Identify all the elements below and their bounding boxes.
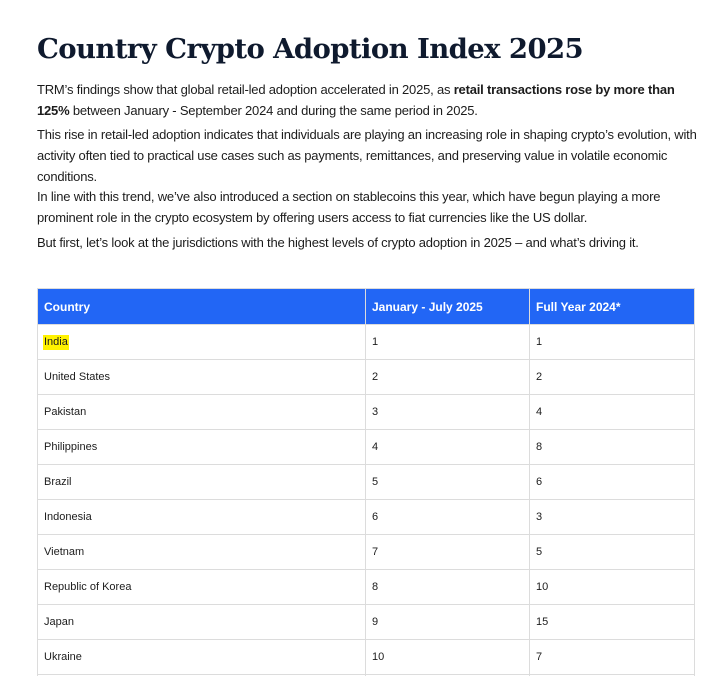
adoption-index-table: Country January - July 2025 Full Year 20… [37,288,695,676]
country-cell: Republic of Korea [37,569,366,605]
rank-2024-cell: 10 [529,569,695,605]
column-header-country: Country [37,288,366,325]
page-title: Country Crypto Adoption Index 2025 [37,33,584,65]
intro-paragraph: TRM’s findings show that global retail-l… [37,79,697,121]
intro-bold-stat: retail transactions rose by more than 12… [37,82,675,118]
table-row-partial [37,674,695,676]
jurisdictions-paragraph: But first, let’s look at the jurisdictio… [37,235,639,250]
column-header-full-year-2024: Full Year 2024* [529,288,695,325]
rank-2024-cell: 3 [529,499,695,535]
rank-2024-cell [529,674,695,676]
table-row: Japan 9 15 [37,604,695,640]
table-header-row: Country January - July 2025 Full Year 20… [37,288,695,325]
rank-2024-cell: 1 [529,324,695,360]
rank-2025-cell: 9 [365,604,530,640]
rank-2024-cell: 5 [529,534,695,570]
table-row: India 1 1 [37,324,695,360]
table-row: Pakistan 3 4 [37,394,695,430]
country-cell: India [37,324,366,360]
country-cell: Philippines [37,429,366,465]
rank-2025-cell: 3 [365,394,530,430]
rank-2025-cell: 2 [365,359,530,395]
column-header-jan-jul-2025: January - July 2025 [365,288,530,325]
rank-2025-cell: 10 [365,639,530,675]
table-row: Brazil 5 6 [37,464,695,500]
retail-adoption-paragraph: This rise in retail-led adoption indicat… [37,127,697,184]
intro-text-before: TRM’s findings show that global retail-l… [37,82,454,97]
country-cell: Japan [37,604,366,640]
table-row: Republic of Korea 8 10 [37,569,695,605]
table-row: Ukraine 10 7 [37,639,695,675]
country-cell: Indonesia [37,499,366,535]
rank-2025-cell: 6 [365,499,530,535]
intro-text-after: between January - September 2024 and dur… [69,103,478,118]
rank-2025-cell: 4 [365,429,530,465]
rank-2025-cell: 8 [365,569,530,605]
country-cell: Vietnam [37,534,366,570]
country-cell: Pakistan [37,394,366,430]
rank-2024-cell: 2 [529,359,695,395]
country-cell: Ukraine [37,639,366,675]
table-row: Indonesia 6 3 [37,499,695,535]
table-row: Vietnam 7 5 [37,534,695,570]
rank-2025-cell: 5 [365,464,530,500]
stablecoins-paragraph: In line with this trend, we’ve also intr… [37,189,661,225]
rank-2025-cell: 1 [365,324,530,360]
rank-2024-cell: 7 [529,639,695,675]
table-row: United States 2 2 [37,359,695,395]
country-cell: Brazil [37,464,366,500]
country-cell: United States [37,359,366,395]
table-row: Philippines 4 8 [37,429,695,465]
rank-2024-cell: 4 [529,394,695,430]
rank-2024-cell: 15 [529,604,695,640]
rank-2024-cell: 6 [529,464,695,500]
rank-2024-cell: 8 [529,429,695,465]
rank-2025-cell: 7 [365,534,530,570]
highlighted-country: India [43,335,69,350]
